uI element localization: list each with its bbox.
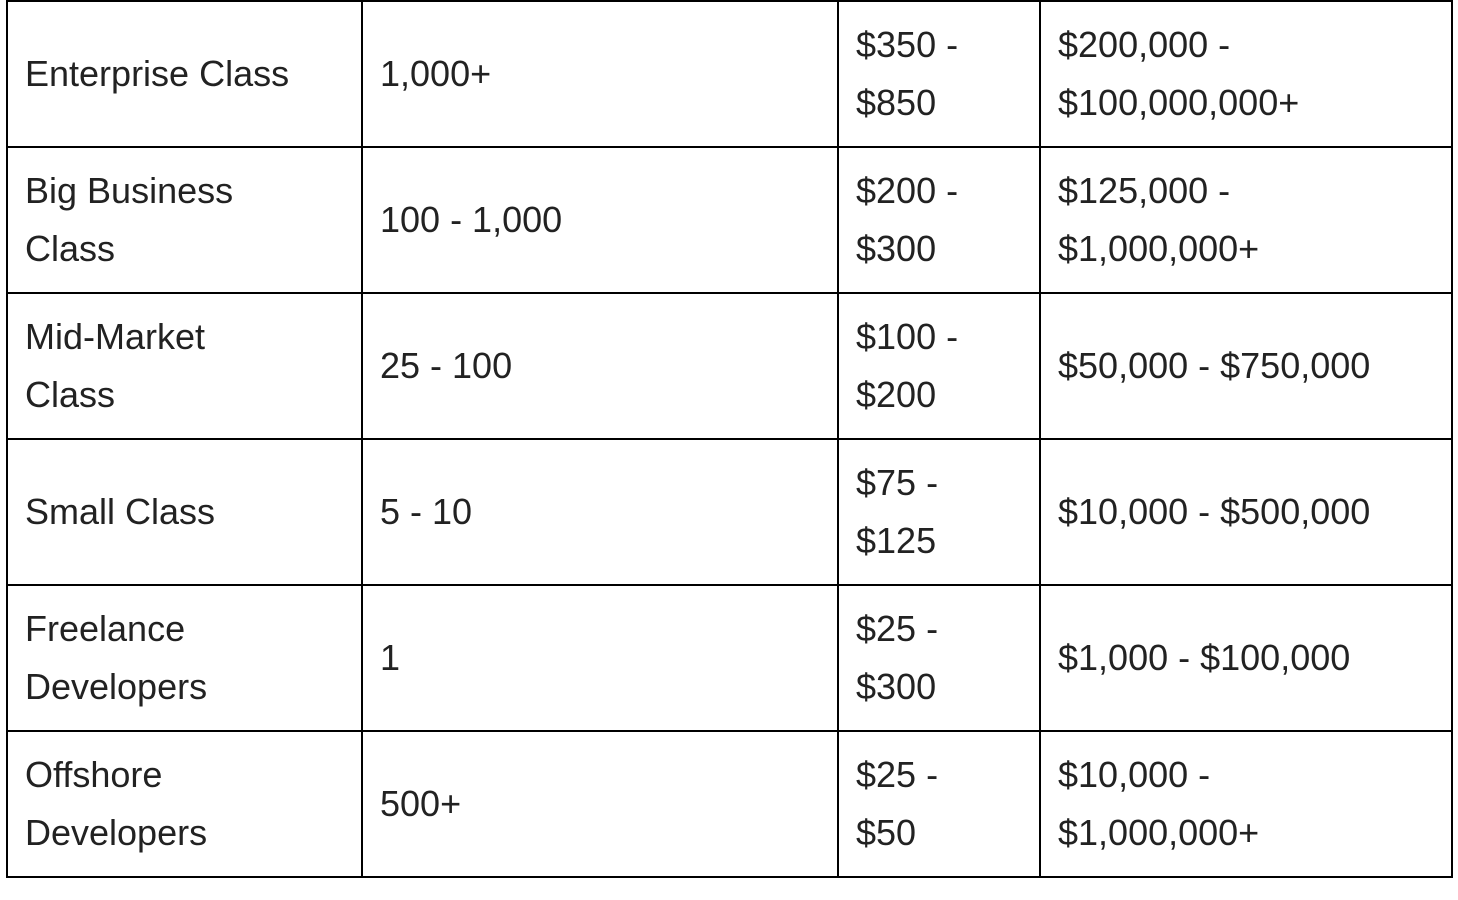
cell-text-line: Big Business bbox=[25, 170, 234, 211]
developer-class-cell: Offshore Developers bbox=[6, 730, 363, 878]
cell-text-line: Mid-Market bbox=[25, 316, 206, 357]
project-cost-cell: $10,000 - $500,000 bbox=[1039, 438, 1453, 586]
hourly-rate-cell: $75 - $125 bbox=[837, 438, 1041, 586]
hourly-rate-cell: $25 - $50 bbox=[837, 730, 1041, 878]
team-size-cell: 1,000+ bbox=[361, 0, 839, 148]
project-cost-cell: $50,000 - $750,000 bbox=[1039, 292, 1453, 440]
cell-text-line: $25 - bbox=[856, 754, 939, 795]
cell-text-line: $100,000,000+ bbox=[1058, 82, 1300, 123]
cell-text-line: $200,000 - bbox=[1058, 24, 1231, 65]
table-row: Enterprise Class 1,000+ $350 - $850 $200,000… bbox=[6, 0, 1453, 148]
table-row: Freelance Developers 1 $25 - $300 $1,000 - $1… bbox=[6, 584, 1453, 732]
cell-text-line: 100 - 1,000 bbox=[380, 199, 563, 240]
pricing-table: Enterprise Class 1,000+ $350 - $850 $200,000… bbox=[6, 0, 1453, 878]
developer-class-cell: Small Class bbox=[6, 438, 363, 586]
hourly-rate-cell: $100 - $200 bbox=[837, 292, 1041, 440]
hourly-rate-cell: $25 - $300 bbox=[837, 584, 1041, 732]
hourly-rate-cell: $200 - $300 bbox=[837, 146, 1041, 294]
cell-text-line: Offshore bbox=[25, 754, 163, 795]
cell-text-line: $125,000 - bbox=[1058, 170, 1231, 211]
cell-text-line: $50 bbox=[856, 812, 917, 853]
cell-text-line: Developers bbox=[25, 812, 208, 853]
cell-text-line: $300 bbox=[856, 228, 937, 269]
cell-text-line: Class bbox=[25, 228, 116, 269]
table-row: Mid-Market Class 25 - 100 $100 - $200 $50,000… bbox=[6, 292, 1453, 440]
cell-text-line: $200 - bbox=[856, 170, 959, 211]
table-row: Small Class 5 - 10 $75 - $125 $10,000 - $500… bbox=[6, 438, 1453, 586]
team-size-cell: 100 - 1,000 bbox=[361, 146, 839, 294]
table-row: Offshore Developers 500+ $25 - $50 $10,000 - $… bbox=[6, 730, 1453, 878]
cell-text-line: $25 - bbox=[856, 608, 939, 649]
cell-text-line: $200 bbox=[856, 374, 937, 415]
cell-text-line: Small Class bbox=[25, 491, 216, 532]
cell-text-line: $10,000 - $500,000 bbox=[1058, 491, 1371, 532]
developer-class-cell: Big Business Class bbox=[6, 146, 363, 294]
cell-text-line: $1,000 - $100,000 bbox=[1058, 637, 1351, 678]
table-body: Enterprise Class 1,000+ $350 - $850 $200,000… bbox=[6, 0, 1453, 878]
cell-text-line: $1,000,000+ bbox=[1058, 812, 1260, 853]
project-cost-cell: $200,000 - $100,000,000+ bbox=[1039, 0, 1453, 148]
cell-text-line: $10,000 - bbox=[1058, 754, 1211, 795]
cell-text-line: $100 - bbox=[856, 316, 959, 357]
cell-text-line: Enterprise Class bbox=[25, 53, 290, 94]
project-cost-cell: $1,000 - $100,000 bbox=[1039, 584, 1453, 732]
cell-text-line: 5 - 10 bbox=[380, 491, 473, 532]
developer-class-cell: Freelance Developers bbox=[6, 584, 363, 732]
team-size-cell: 25 - 100 bbox=[361, 292, 839, 440]
cell-text-line: 1 bbox=[380, 637, 401, 678]
cell-text-line: $125 bbox=[856, 520, 937, 561]
team-size-cell: 500+ bbox=[361, 730, 839, 878]
cell-text-line: 25 - 100 bbox=[380, 345, 513, 386]
developer-class-cell: Mid-Market Class bbox=[6, 292, 363, 440]
team-size-cell: 5 - 10 bbox=[361, 438, 839, 586]
cell-text-line: $350 - bbox=[856, 24, 959, 65]
cell-text-line: $850 bbox=[856, 82, 937, 123]
project-cost-cell: $10,000 - $1,000,000+ bbox=[1039, 730, 1453, 878]
cell-text-line: $300 bbox=[856, 666, 937, 707]
cell-text-line: $75 - bbox=[856, 462, 939, 503]
cell-text-line: Freelance bbox=[25, 608, 186, 649]
cell-text-line: Class bbox=[25, 374, 116, 415]
cell-text-line: Developers bbox=[25, 666, 208, 707]
table-row: Big Business Class 100 - 1,000 $200 - $300 $1… bbox=[6, 146, 1453, 294]
team-size-cell: 1 bbox=[361, 584, 839, 732]
cell-text-line: $50,000 - $750,000 bbox=[1058, 345, 1371, 386]
developer-class-cell: Enterprise Class bbox=[6, 0, 363, 148]
project-cost-cell: $125,000 - $1,000,000+ bbox=[1039, 146, 1453, 294]
hourly-rate-cell: $350 - $850 bbox=[837, 0, 1041, 148]
cell-text-line: 500+ bbox=[380, 783, 462, 824]
cell-text-line: 1,000+ bbox=[380, 53, 492, 94]
cell-text-line: $1,000,000+ bbox=[1058, 228, 1260, 269]
